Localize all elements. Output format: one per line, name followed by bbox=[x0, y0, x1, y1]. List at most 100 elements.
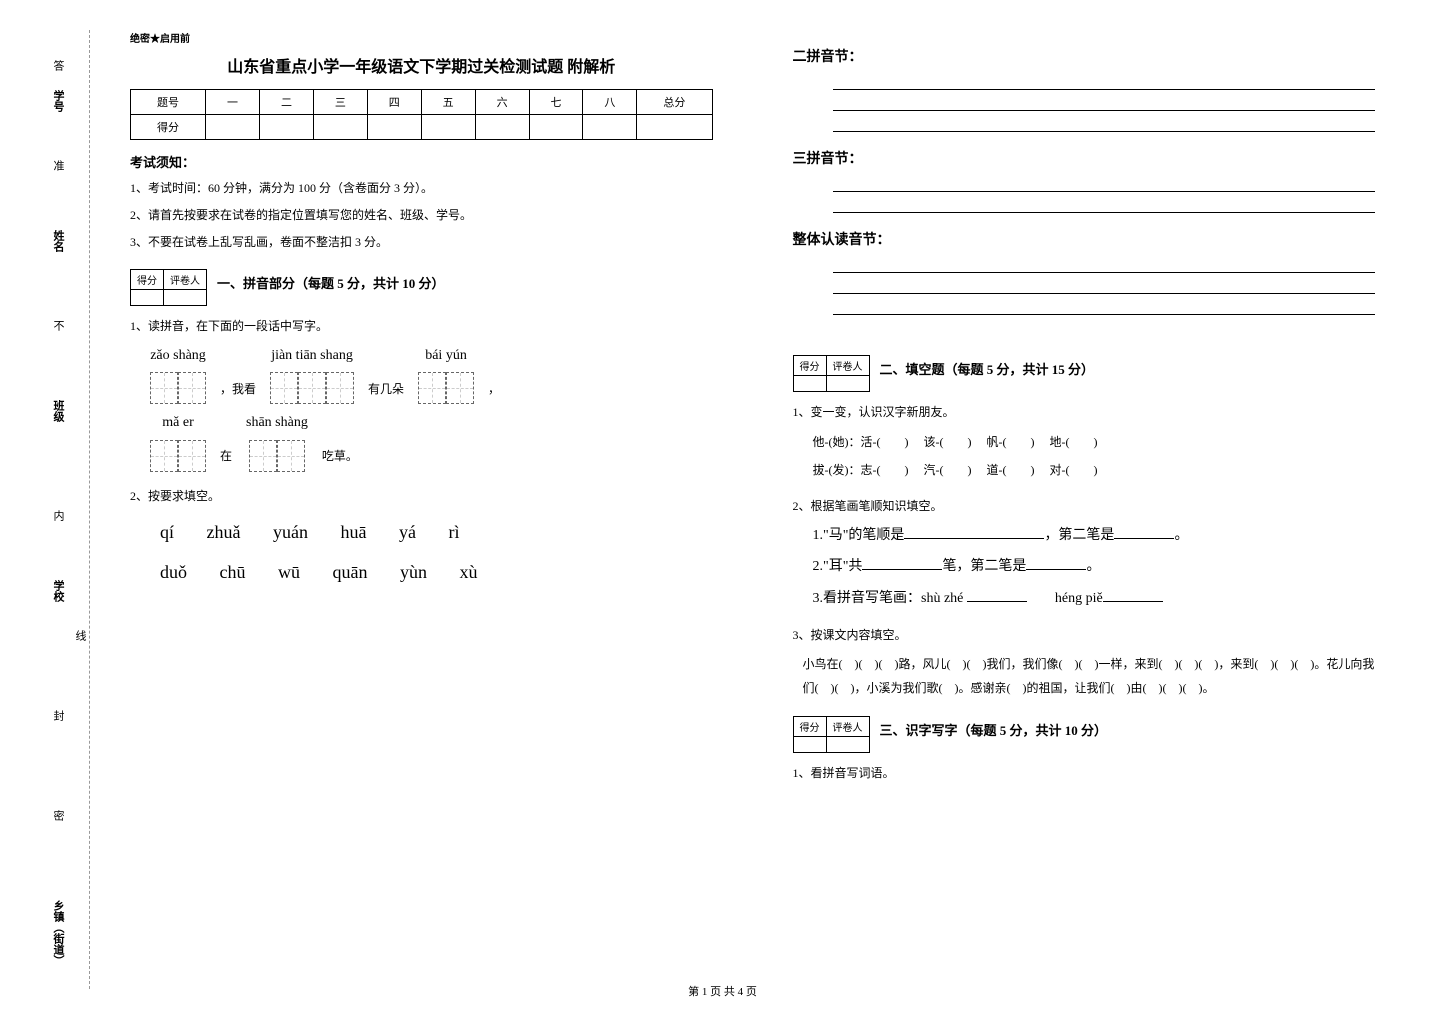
pinyin: huā bbox=[341, 513, 367, 553]
binding-margin: 乡镇（街道） 密 封 学校 内 班级 不 姓名 准 学号 答 线 bbox=[60, 30, 90, 989]
instruction-item: 2、请首先按要求在试卷的指定位置填写您的姓名、班级、学号。 bbox=[130, 206, 713, 225]
answer-line bbox=[833, 195, 1376, 213]
table-cell bbox=[475, 115, 529, 140]
instruction-item: 3、不要在试卷上乱写乱画，卷面不整洁扣 3 分。 bbox=[130, 233, 713, 252]
score-box-cell bbox=[793, 376, 826, 392]
binding-label: 答 bbox=[50, 60, 66, 71]
answer-line bbox=[833, 255, 1376, 273]
score-summary-table: 题号 一 二 三 四 五 六 七 八 总分 得分 bbox=[130, 89, 713, 140]
binding-label: 学号 bbox=[50, 90, 66, 112]
binding-label: 密 bbox=[50, 810, 66, 821]
stroke-line: 1."马"的笔顺是，第二笔是。 bbox=[793, 523, 1376, 548]
score-box-label: 评卷人 bbox=[826, 356, 869, 376]
table-header: 总分 bbox=[637, 90, 712, 115]
question-2-2: 2、根据笔画笔顺知识填空。 1."马"的笔顺是，第二笔是。 2."耳"共笔，第二… bbox=[793, 496, 1376, 611]
table-header: 一 bbox=[206, 90, 260, 115]
text: 吃草。 bbox=[322, 446, 358, 472]
answer-line bbox=[833, 297, 1376, 315]
table-cell bbox=[583, 115, 637, 140]
stroke-line: 2."耳"共笔，第二笔是。 bbox=[793, 554, 1376, 579]
page-footer: 第 1 页 共 4 页 bbox=[0, 983, 1445, 999]
score-box-cell bbox=[826, 376, 869, 392]
table-header: 题号 bbox=[131, 90, 206, 115]
section-1-header: 得分 评卷人 一、拼音部分（每题 5 分，共计 10 分） bbox=[130, 269, 713, 306]
pinyin: jiàn tiān shang bbox=[271, 343, 353, 368]
binding-label: 学校 bbox=[50, 580, 66, 602]
score-box-label: 评卷人 bbox=[164, 269, 207, 289]
score-box-cell bbox=[793, 737, 826, 753]
text: 1."马"的笔顺是 bbox=[813, 528, 905, 543]
score-box-label: 评卷人 bbox=[826, 717, 869, 737]
answer-line bbox=[833, 72, 1376, 90]
fill-text: 小鸟在( )( )( )路，风儿( )( )我们，我们像( )( )一样，来到(… bbox=[793, 652, 1376, 700]
text: ，我看 bbox=[220, 379, 256, 405]
binding-label: 姓名 bbox=[50, 230, 66, 252]
answer-line bbox=[833, 114, 1376, 132]
question-number: 1、看拼音写词语。 bbox=[793, 763, 1376, 785]
table-header: 五 bbox=[421, 90, 475, 115]
text: héng piě bbox=[1055, 591, 1103, 606]
pinyin: yùn bbox=[400, 553, 427, 593]
table-cell bbox=[421, 115, 475, 140]
table-cell bbox=[367, 115, 421, 140]
instructions-title: 考试须知： bbox=[130, 152, 713, 171]
exam-title: 山东省重点小学一年级语文下学期过关检测试题 附解析 bbox=[130, 53, 713, 77]
score-box-cell bbox=[164, 289, 207, 305]
score-box-cell bbox=[131, 289, 164, 305]
table-header: 七 bbox=[529, 90, 583, 115]
table-cell bbox=[313, 115, 367, 140]
answer-line bbox=[833, 276, 1376, 294]
pinyin: zhuǎ bbox=[207, 513, 241, 553]
section-2-header: 得分 评卷人 二、填空题（每题 5 分，共计 15 分） bbox=[793, 355, 1376, 392]
score-box: 得分 评卷人 bbox=[130, 269, 207, 306]
stroke-line: 3.看拼音写笔画：shù zhé héng piě bbox=[793, 586, 1376, 611]
text: ， bbox=[488, 379, 500, 405]
left-column: 绝密★启用前 山东省重点小学一年级语文下学期过关检测试题 附解析 题号 一 二 … bbox=[100, 30, 743, 989]
binding-label: 线 bbox=[72, 630, 88, 641]
question-number: 3、按课文内容填空。 bbox=[793, 625, 1376, 647]
answer-line bbox=[833, 174, 1376, 192]
text: 。 bbox=[1174, 528, 1188, 543]
pinyin: wū bbox=[278, 553, 300, 593]
table-header: 三 bbox=[313, 90, 367, 115]
question-number: 1、变一变，认识汉字新朋友。 bbox=[793, 402, 1376, 424]
category-title: 三拼音节： bbox=[793, 148, 1376, 168]
pinyin: quān bbox=[333, 553, 368, 593]
pinyin: mǎ er bbox=[162, 410, 193, 435]
classified-label: 绝密★启用前 bbox=[130, 30, 713, 45]
section-2-title: 二、填空题（每题 5 分，共计 15 分） bbox=[880, 355, 1095, 378]
score-box-cell bbox=[826, 737, 869, 753]
score-box: 得分 评卷人 bbox=[793, 716, 870, 753]
category-title: 二拼音节： bbox=[793, 46, 1376, 66]
text: 在 bbox=[220, 446, 232, 472]
question-number: 1、读拼音，在下面的一段话中写字。 bbox=[130, 316, 713, 338]
table-header: 六 bbox=[475, 90, 529, 115]
text: 有几朵 bbox=[368, 379, 404, 405]
pinyin: xù bbox=[460, 553, 478, 593]
score-box: 得分 评卷人 bbox=[793, 355, 870, 392]
table-header: 四 bbox=[367, 90, 421, 115]
pinyin: chū bbox=[220, 553, 246, 593]
text: 2."耳"共 bbox=[813, 559, 863, 574]
fill-item: 拔-(发)：志-( ) 汽-( ) 道-( ) 对-( ) bbox=[813, 458, 1376, 482]
binding-label: 乡镇（街道） bbox=[50, 900, 66, 966]
question-1-2: 2、按要求填空。 qí zhuǎ yuán huā yá rì duǒ chū … bbox=[130, 486, 713, 593]
pinyin: duǒ bbox=[160, 553, 187, 593]
score-box-label: 得分 bbox=[131, 269, 164, 289]
pinyin: yuán bbox=[273, 513, 308, 553]
table-cell bbox=[260, 115, 314, 140]
table-cell bbox=[529, 115, 583, 140]
table-cell bbox=[206, 115, 260, 140]
page: 绝密★启用前 山东省重点小学一年级语文下学期过关检测试题 附解析 题号 一 二 … bbox=[0, 0, 1445, 1019]
score-box-label: 得分 bbox=[793, 717, 826, 737]
table-header: 八 bbox=[583, 90, 637, 115]
category-title: 整体认读音节： bbox=[793, 229, 1376, 249]
pinyin: yá bbox=[399, 513, 416, 553]
binding-label: 准 bbox=[50, 160, 66, 171]
table-cell bbox=[637, 115, 712, 140]
pinyin: shān shàng bbox=[246, 410, 308, 435]
question-2-1: 1、变一变，认识汉字新朋友。 他-(她)：活-( ) 该-( ) 帆-( ) 地… bbox=[793, 402, 1376, 482]
binding-label: 封 bbox=[50, 710, 66, 721]
section-3-title: 三、识字写字（每题 5 分，共计 10 分） bbox=[880, 716, 1108, 739]
table-header: 二 bbox=[260, 90, 314, 115]
